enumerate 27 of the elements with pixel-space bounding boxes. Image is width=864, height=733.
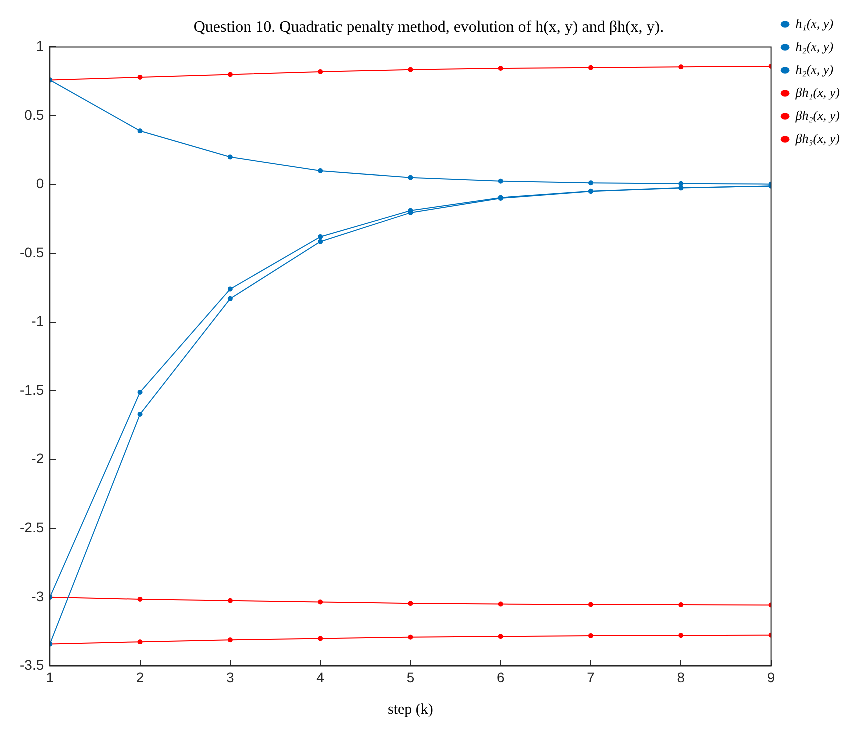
y-tick-label: 0: [36, 176, 44, 192]
y-tick-label: -2: [32, 450, 44, 467]
y-tick-label: -1: [32, 313, 44, 330]
x-tick-label: 7: [587, 669, 596, 686]
x-tick-label: 1: [46, 669, 54, 686]
legend-label: h₁(x, y): [796, 16, 834, 31]
y-tick-label: -2.5: [20, 520, 44, 536]
chart-title: Question 10. Quadratic penalty method, evolution of h(x, y) and βh(x, y).: [194, 18, 664, 36]
x-tick-label: 2: [136, 669, 144, 686]
x-tick-label: 8: [677, 669, 686, 686]
legend-label: βh₁(x, y): [794, 84, 840, 100]
x-tick-label: 5: [406, 669, 415, 686]
y-tick-label: -0.5: [20, 244, 44, 260]
legend-label: h₂(x, y): [796, 38, 834, 54]
x-tick-label: 4: [316, 669, 325, 686]
y-tick-label: -3: [32, 588, 44, 604]
x-tick-label: 6: [496, 669, 505, 686]
y-tick-label: -3.5: [20, 657, 44, 674]
y-tick-label: 0.5: [24, 106, 44, 123]
x-tick-label: 9: [767, 669, 776, 686]
x-tick-label: 3: [226, 669, 235, 686]
x-axis-title: step (k): [388, 702, 434, 718]
legend-label: βh₂(x, y): [794, 108, 840, 123]
y-tick-label: -1.5: [20, 382, 44, 398]
y-tick-label: 1: [36, 38, 44, 54]
legend-label: h₂(x, y): [796, 62, 834, 77]
legend-label: βh₃(x, y): [794, 130, 840, 146]
